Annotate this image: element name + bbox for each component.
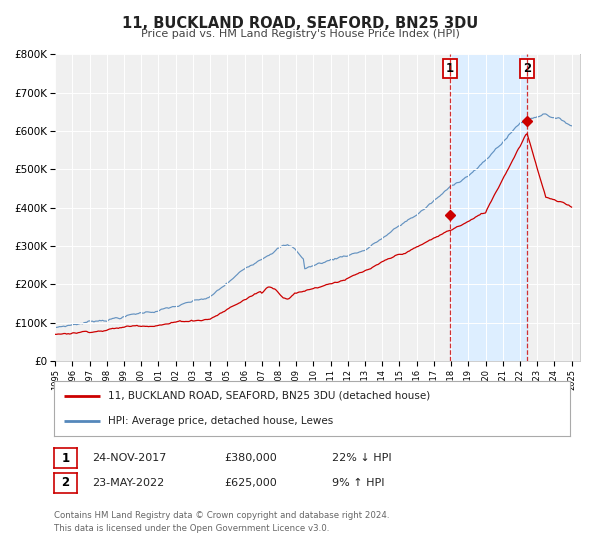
Text: £380,000: £380,000: [224, 453, 277, 463]
Text: 24-NOV-2017: 24-NOV-2017: [92, 453, 166, 463]
Text: 2: 2: [523, 62, 531, 74]
Text: 11, BUCKLAND ROAD, SEAFORD, BN25 3DU: 11, BUCKLAND ROAD, SEAFORD, BN25 3DU: [122, 16, 478, 31]
Text: 22% ↓ HPI: 22% ↓ HPI: [332, 453, 391, 463]
Text: This data is licensed under the Open Government Licence v3.0.: This data is licensed under the Open Gov…: [54, 524, 329, 533]
Text: 2: 2: [61, 476, 70, 489]
Text: Contains HM Land Registry data © Crown copyright and database right 2024.: Contains HM Land Registry data © Crown c…: [54, 511, 389, 520]
Text: £625,000: £625,000: [224, 478, 277, 488]
Text: HPI: Average price, detached house, Lewes: HPI: Average price, detached house, Lewe…: [108, 416, 334, 426]
Bar: [449, 54, 527, 361]
Text: 23-MAY-2022: 23-MAY-2022: [92, 478, 164, 488]
Text: 9% ↑ HPI: 9% ↑ HPI: [332, 478, 385, 488]
Text: 11, BUCKLAND ROAD, SEAFORD, BN25 3DU (detached house): 11, BUCKLAND ROAD, SEAFORD, BN25 3DU (de…: [108, 391, 430, 400]
Text: 1: 1: [446, 62, 454, 74]
Text: 1: 1: [61, 451, 70, 465]
Text: Price paid vs. HM Land Registry's House Price Index (HPI): Price paid vs. HM Land Registry's House …: [140, 29, 460, 39]
